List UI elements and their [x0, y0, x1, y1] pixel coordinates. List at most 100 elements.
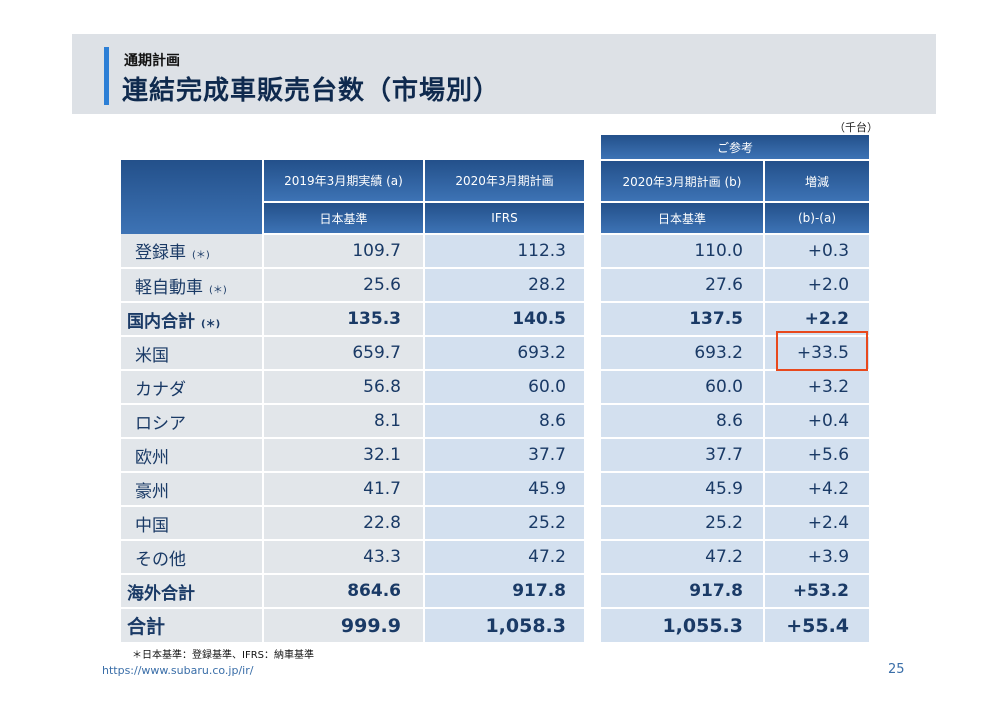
value-2020-jgaap: 37.7	[601, 438, 765, 473]
row-note: (＊)	[192, 250, 210, 261]
left-col1-subheader: 日本基準	[263, 202, 425, 235]
row-note: (＊)	[209, 284, 227, 296]
table-row: カナダ 56.8 60.0	[121, 370, 586, 405]
right-col1-header: 2020年3月期計画 (b)	[601, 160, 765, 203]
value-2020-ifrs: 25.2	[424, 506, 586, 541]
unit-label: （千台）	[834, 121, 878, 134]
right-col2-subheader: (b)-(a)	[764, 202, 872, 235]
value-2020-ifrs: 112.3	[424, 234, 586, 269]
footer-url[interactable]: https://www.subaru.co.jp/ir/	[102, 664, 254, 677]
value-2020-ifrs: 60.0	[424, 370, 586, 405]
header-accent-bar	[104, 47, 109, 105]
value-2020-jgaap: 8.6	[601, 404, 765, 439]
row-label-text: カナダ	[135, 379, 186, 400]
table-row: 中国 22.8 25.2	[121, 506, 586, 541]
table-row: 693.2 +33.5	[601, 336, 872, 371]
table-row: 国内合計 (＊) 135.3 140.5	[121, 302, 586, 337]
row-label: 国内合計 (＊)	[121, 302, 264, 337]
table-row: 米国 659.7 693.2	[121, 336, 586, 371]
table-row: その他 43.3 47.2	[121, 540, 586, 575]
row-label-text: 豪州	[135, 481, 169, 502]
row-label: ロシア	[121, 404, 264, 439]
table-row: ロシア 8.1 8.6	[121, 404, 586, 439]
page-number: 25	[888, 662, 905, 677]
table-row: 登録車 (＊) 109.7 112.3	[121, 234, 586, 269]
table-row: 海外合計 864.6 917.8	[121, 574, 586, 609]
table-row: 1,055.3 +55.4	[601, 608, 872, 644]
left-corner-header	[121, 160, 264, 234]
table-row: 欧州 32.1 37.7	[121, 438, 586, 473]
value-2019-actual: 135.3	[263, 302, 425, 337]
right-table: ご参考 2020年3月期計画 (b) 増減 日本基準 (b)-(a) 110.0…	[601, 135, 872, 644]
value-2020-jgaap: 47.2	[601, 540, 765, 575]
slide-title: 連結完成車販売台数（市場別）	[122, 76, 501, 106]
value-2020-ifrs: 8.6	[424, 404, 586, 439]
value-2020-ifrs: 45.9	[424, 472, 586, 507]
value-diff: +33.5	[764, 336, 872, 371]
value-2020-ifrs: 693.2	[424, 336, 586, 371]
value-diff: +2.4	[764, 506, 872, 541]
value-2019-actual: 43.3	[263, 540, 425, 575]
value-2019-actual: 8.1	[263, 404, 425, 439]
value-2020-ifrs: 140.5	[424, 302, 586, 337]
value-2020-jgaap: 1,055.3	[601, 608, 765, 644]
value-2020-jgaap: 110.0	[601, 234, 765, 269]
value-2020-jgaap: 27.6	[601, 268, 765, 303]
value-diff: +2.0	[764, 268, 872, 303]
left-col1-header: 2019年3月期実績 (a)	[263, 160, 425, 203]
value-diff: +3.9	[764, 540, 872, 575]
value-2019-actual: 999.9	[263, 608, 425, 644]
right-col2-header: 増減	[764, 160, 872, 203]
row-label-text: 合計	[127, 616, 166, 638]
row-label-text: ロシア	[135, 413, 186, 434]
row-label-text: 米国	[135, 345, 169, 366]
value-diff: +3.2	[764, 370, 872, 405]
row-note: (＊)	[201, 318, 221, 330]
left-table: 2019年3月期実績 (a) 2020年3月期計画 日本基準 IFRS 登録車 (…	[121, 160, 586, 644]
table-row: 37.7 +5.6	[601, 438, 872, 473]
table-row: 8.6 +0.4	[601, 404, 872, 439]
row-label: 海外合計	[121, 574, 264, 609]
row-label: 米国	[121, 336, 264, 371]
value-2019-actual: 32.1	[263, 438, 425, 473]
row-label: 欧州	[121, 438, 264, 473]
value-2020-ifrs: 1,058.3	[424, 608, 586, 644]
left-col2-subheader: IFRS	[424, 202, 586, 235]
row-label-text: 海外合計	[127, 583, 195, 604]
value-2019-actual: 22.8	[263, 506, 425, 541]
left-col2-header: 2020年3月期計画	[424, 160, 586, 203]
row-label-text: 登録車	[135, 243, 186, 263]
table-row: 軽自動車 (＊) 25.6 28.2	[121, 268, 586, 303]
value-diff: +55.4	[764, 608, 872, 644]
value-diff: +5.6	[764, 438, 872, 473]
value-2020-ifrs: 37.7	[424, 438, 586, 473]
table-row: 47.2 +3.9	[601, 540, 872, 575]
slide-header: 通期計画 連結完成車販売台数（市場別）	[72, 34, 936, 114]
value-2020-jgaap: 693.2	[601, 336, 765, 371]
value-diff: +0.4	[764, 404, 872, 439]
table-row: 25.2 +2.4	[601, 506, 872, 541]
table-row: 45.9 +4.2	[601, 472, 872, 507]
highlight-box	[776, 331, 868, 371]
footnote: ＊日本基準：登録基準、IFRS：納車基準	[132, 650, 314, 661]
value-2020-jgaap: 60.0	[601, 370, 765, 405]
table-row: 合計 999.9 1,058.3	[121, 608, 586, 644]
row-label: 合計	[121, 608, 264, 644]
row-label: カナダ	[121, 370, 264, 405]
value-diff: +0.3	[764, 234, 872, 269]
value-diff: +53.2	[764, 574, 872, 609]
value-2019-actual: 109.7	[263, 234, 425, 269]
row-label: 登録車 (＊)	[121, 234, 264, 269]
value-2019-actual: 41.7	[263, 472, 425, 507]
row-label: その他	[121, 540, 264, 575]
table-row: 豪州 41.7 45.9	[121, 472, 586, 507]
row-label: 中国	[121, 506, 264, 541]
row-label-text: 中国	[135, 515, 169, 536]
row-label-text: その他	[135, 549, 186, 570]
row-label-text: 軽自動車	[135, 277, 203, 298]
table-row: 917.8 +53.2	[601, 574, 872, 609]
value-2019-actual: 659.7	[263, 336, 425, 371]
right-group-header: ご参考	[601, 135, 872, 161]
table-row: 60.0 +3.2	[601, 370, 872, 405]
right-col1-subheader: 日本基準	[601, 202, 765, 235]
